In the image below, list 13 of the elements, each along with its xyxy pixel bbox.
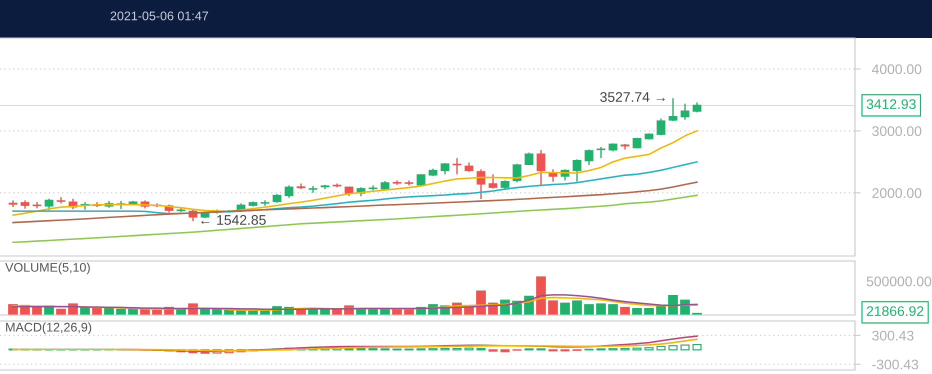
text: 21866.92: [866, 306, 924, 316]
chart-title: MACD(12,26,9): [6, 322, 92, 334]
chart-subtitle: 2021-05-06 01:47: [110, 12, 208, 20]
chart-title: VOLUME(5,10): [5, 262, 90, 274]
ref-line-label: 3412.93: [866, 99, 916, 110]
y-tick-label: 2000.00: [872, 188, 922, 198]
text: 500000.00: [866, 276, 932, 286]
y-tick-label: 4000.00: [872, 64, 922, 74]
y-tick-label: 3000.00: [872, 126, 922, 136]
y-tick-label: 300.43: [872, 330, 914, 341]
annotation: 3527.74 →: [600, 92, 665, 102]
annotation: ← 1542.85: [201, 215, 266, 225]
y-tick-label: -300.43: [872, 360, 918, 370]
